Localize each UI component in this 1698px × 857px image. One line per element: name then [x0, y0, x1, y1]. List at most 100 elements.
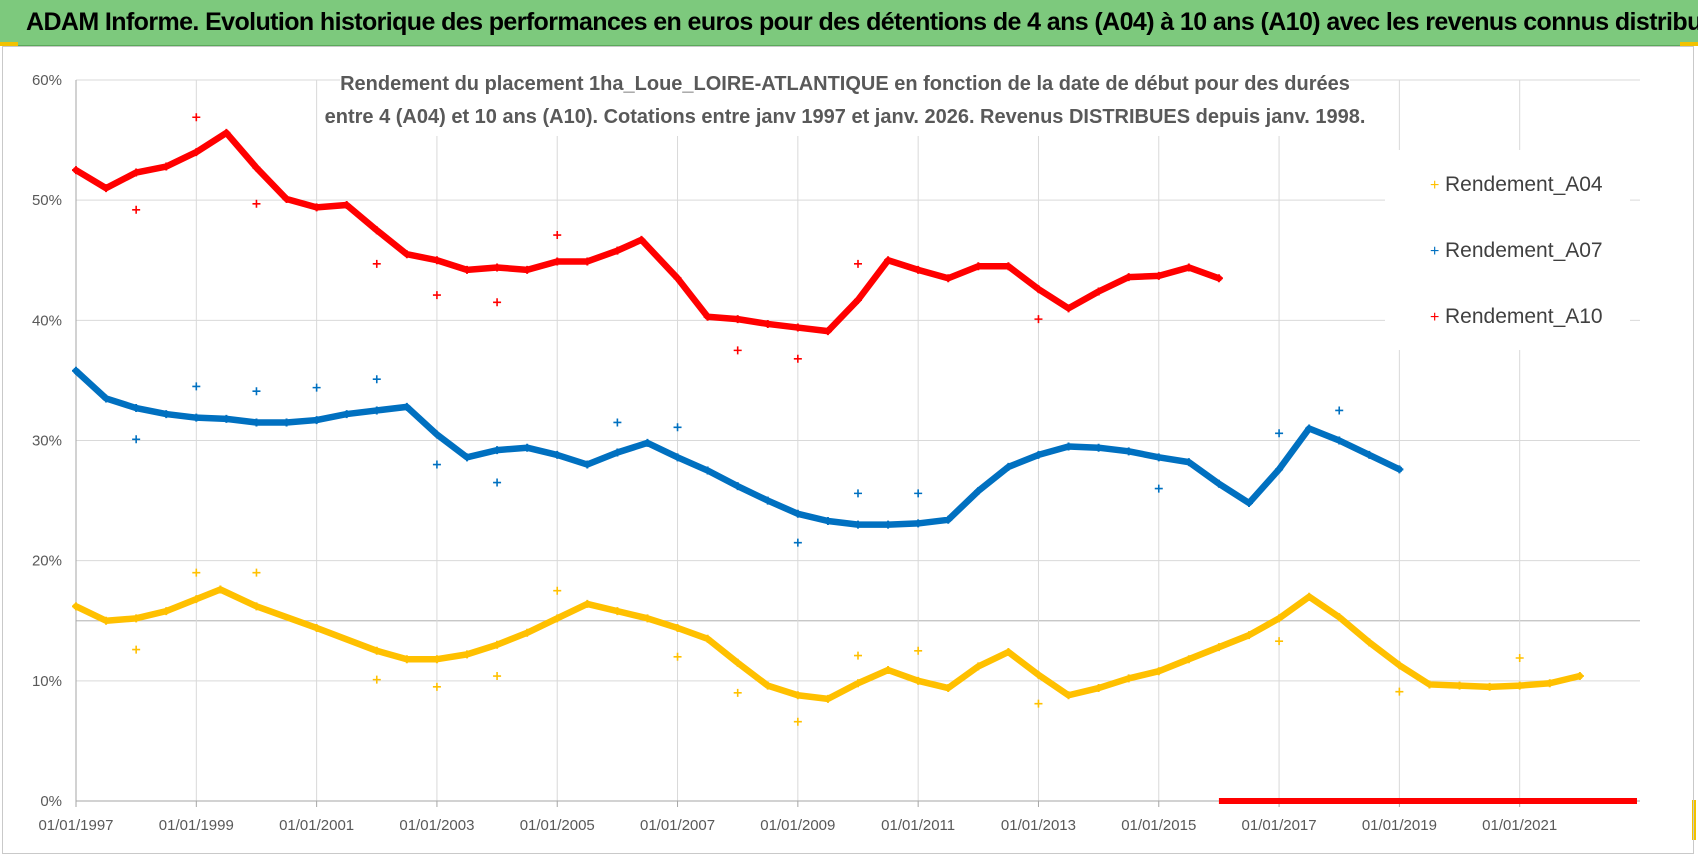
outlier-point-rendement_a04	[1395, 687, 1404, 696]
outlier-point-rendement_a10	[553, 231, 562, 240]
data-point-rendement_a04	[523, 628, 532, 637]
data-point-rendement_a07	[72, 366, 80, 375]
data-point-rendement_a10	[342, 200, 351, 209]
data-point-rendement_a04	[1365, 638, 1374, 647]
data-point-rendement_a04	[1455, 681, 1464, 690]
y-tick-label: 40%	[32, 312, 62, 329]
data-point-rendement_a07	[914, 519, 923, 528]
data-point-rendement_a10	[463, 265, 471, 274]
outlier-point-rendement_a04	[733, 688, 742, 697]
data-point-rendement_a04	[102, 616, 111, 625]
data-point-rendement_a04	[1425, 680, 1434, 689]
data-point-rendement_a10	[823, 327, 832, 336]
data-point-rendement_a04	[703, 634, 712, 643]
data-point-rendement_a04	[1335, 613, 1344, 622]
outlier-point-rendement_a04	[132, 645, 141, 654]
data-point-rendement_a04	[72, 602, 80, 611]
data-point-rendement_a04	[583, 599, 592, 608]
data-point-rendement_a04	[402, 655, 411, 664]
corner-mark-top-left	[0, 42, 18, 46]
y-tick-label: 60%	[32, 72, 62, 89]
outlier-point-rendement_a10	[1034, 315, 1043, 324]
data-point-rendement_a07	[823, 517, 832, 526]
legend-label-a04: Rendement_A04	[1445, 173, 1603, 196]
data-point-rendement_a04	[493, 640, 502, 649]
data-point-rendement_a04	[1515, 681, 1524, 690]
report-banner: ADAM Informe. Evolution historique des p…	[0, 0, 1698, 46]
data-point-rendement_a07	[1245, 498, 1253, 507]
outlier-point-rendement_a10	[793, 354, 802, 363]
x-tick-label: 01/01/2001	[279, 817, 354, 834]
data-point-rendement_a07	[974, 486, 983, 495]
x-tick-label: 01/01/2013	[1001, 817, 1076, 834]
data-point-rendement_a04	[162, 607, 171, 616]
data-point-rendement_a04	[854, 679, 862, 688]
data-point-rendement_a10	[222, 128, 231, 137]
outlier-point-rendement_a07	[793, 538, 802, 547]
outlier-point-rendement_a10	[192, 113, 201, 122]
report-title: ADAM Informe. Evolution historique des p…	[26, 8, 1698, 36]
data-point-rendement_a10	[914, 265, 923, 274]
outlier-point-rendement_a04	[854, 651, 862, 660]
data-point-rendement_a10	[432, 256, 441, 265]
data-point-rendement_a07	[463, 453, 471, 462]
data-point-rendement_a07	[1154, 453, 1163, 462]
y-tick-label: 0%	[40, 793, 62, 810]
legend-marker-a10: +	[1430, 309, 1439, 326]
outlier-point-rendement_a04	[673, 652, 682, 661]
outlier-point-rendement_a04	[1275, 637, 1284, 646]
outlier-point-rendement_a10	[493, 298, 502, 307]
data-point-rendement_a10	[1064, 304, 1073, 313]
data-point-rendement_a10	[553, 257, 562, 266]
x-tick-label: 01/01/1997	[38, 817, 113, 834]
data-point-rendement_a07	[793, 509, 802, 518]
outlier-point-rendement_a07	[432, 460, 441, 469]
data-point-rendement_a07	[643, 438, 652, 447]
x-tick-label: 01/01/2019	[1362, 817, 1437, 834]
data-point-rendement_a04	[1154, 667, 1163, 676]
data-point-rendement_a04	[1064, 691, 1073, 700]
x-tick-label: 01/01/2003	[399, 817, 474, 834]
data-point-rendement_a04	[733, 658, 742, 667]
corner-mark-bottom-right	[1692, 800, 1696, 840]
data-point-rendement_a07	[102, 394, 111, 403]
data-point-rendement_a07	[372, 406, 381, 415]
outlier-point-rendement_a07	[673, 423, 682, 432]
data-point-rendement_a07	[312, 416, 321, 425]
outlier-point-rendement_a04	[914, 646, 923, 655]
outlier-point-rendement_a07	[1275, 429, 1284, 438]
legend-marker-a07: +	[1430, 243, 1439, 260]
data-point-rendement_a04	[914, 676, 923, 685]
outlier-point-rendement_a04	[252, 568, 261, 577]
legend-label-a10: Rendement_A10	[1445, 305, 1603, 328]
data-point-rendement_a07	[523, 443, 532, 452]
outlier-point-rendement_a07	[132, 435, 141, 444]
outlier-point-rendement_a04	[793, 717, 802, 726]
outlier-point-rendement_a04	[493, 672, 502, 681]
data-point-rendement_a04	[192, 595, 201, 604]
data-point-rendement_a10	[282, 194, 291, 203]
data-point-rendement_a04	[553, 614, 562, 623]
outlier-point-rendement_a10	[733, 346, 742, 355]
data-point-rendement_a07	[1395, 465, 1404, 474]
data-point-rendement_a04	[1545, 679, 1554, 688]
data-point-rendement_a04	[1395, 661, 1404, 670]
x-tick-label: 01/01/2011	[881, 817, 955, 834]
data-point-rendement_a07	[1335, 436, 1344, 445]
data-point-rendement_a10	[132, 168, 141, 177]
data-point-rendement_a07	[884, 520, 893, 529]
y-axis-ticks: 0% 10% 20% 30% 40% 50% 60%	[32, 72, 62, 810]
data-point-rendement_a07	[132, 404, 141, 413]
data-point-rendement_a04	[1184, 655, 1193, 664]
data-point-rendement_a07	[1064, 442, 1073, 451]
data-point-rendement_a07	[1365, 450, 1374, 459]
chart-area	[2, 46, 1694, 854]
data-point-rendement_a07	[493, 446, 502, 455]
outlier-point-rendement_a10	[252, 199, 261, 208]
data-point-rendement_a10	[102, 184, 111, 193]
data-point-rendement_a10	[402, 250, 411, 259]
outlier-point-rendement_a10	[432, 291, 441, 300]
outlier-point-rendement_a07	[372, 375, 381, 384]
data-point-rendement_a04	[1245, 631, 1253, 640]
